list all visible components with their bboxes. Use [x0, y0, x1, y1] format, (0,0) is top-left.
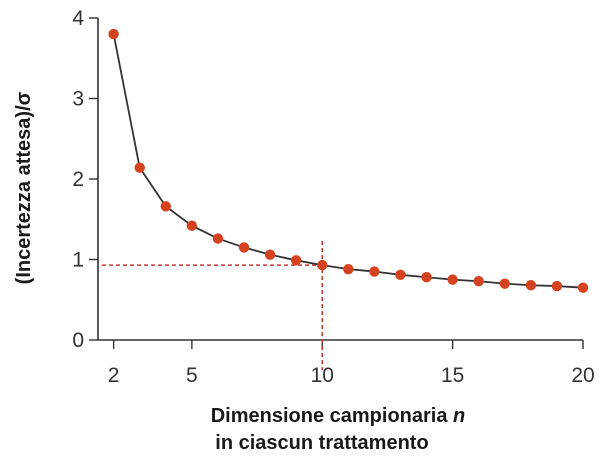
data-point	[421, 272, 432, 283]
x-tick-label: 5	[186, 364, 198, 387]
data-point	[186, 220, 198, 231]
data-point	[317, 259, 328, 271]
data-point	[499, 278, 510, 289]
data-point	[264, 249, 276, 260]
x-tick-label: 15	[441, 364, 464, 387]
reference-lines	[102, 241, 324, 370]
y-axis-title: (Incertezza attesa)/σ	[13, 91, 35, 284]
data-point	[473, 276, 484, 287]
data-point	[134, 162, 145, 173]
data-point	[212, 233, 224, 244]
data-point	[525, 280, 537, 291]
x-tick-label: 10	[311, 364, 334, 387]
x-tick-label: 2	[108, 364, 120, 387]
y-tick-label: 0	[72, 329, 84, 352]
data-point	[108, 28, 119, 40]
x-axis-title-text: Dimensione campionaria	[211, 405, 449, 427]
series-line	[112, 33, 584, 289]
data-point	[343, 263, 354, 275]
data-point	[577, 282, 589, 293]
y-tick-label: 1	[72, 249, 84, 272]
y-tick-label: 3	[72, 88, 84, 111]
data-point	[290, 255, 302, 266]
y-tick-label: 4	[72, 7, 84, 30]
axes	[97, 18, 583, 341]
y-ticks: 0 1 2 3 4	[72, 7, 98, 352]
data-point	[551, 280, 563, 292]
data-point	[447, 274, 458, 285]
x-tick-label: 20	[571, 364, 594, 387]
data-point	[369, 266, 380, 277]
data-point	[160, 201, 171, 212]
x-ticks: 2 5 10 15 20	[108, 340, 595, 387]
x-axis-title-line-2: in ciascun trattamento	[215, 432, 428, 454]
data-point	[238, 242, 250, 253]
y-tick-label: 2	[72, 168, 84, 191]
x-axis-title-line-1: Dimensione campionaria n	[211, 405, 466, 427]
x-axis-title-variable: n	[453, 405, 465, 427]
data-point	[395, 269, 406, 280]
data-points	[108, 28, 589, 293]
